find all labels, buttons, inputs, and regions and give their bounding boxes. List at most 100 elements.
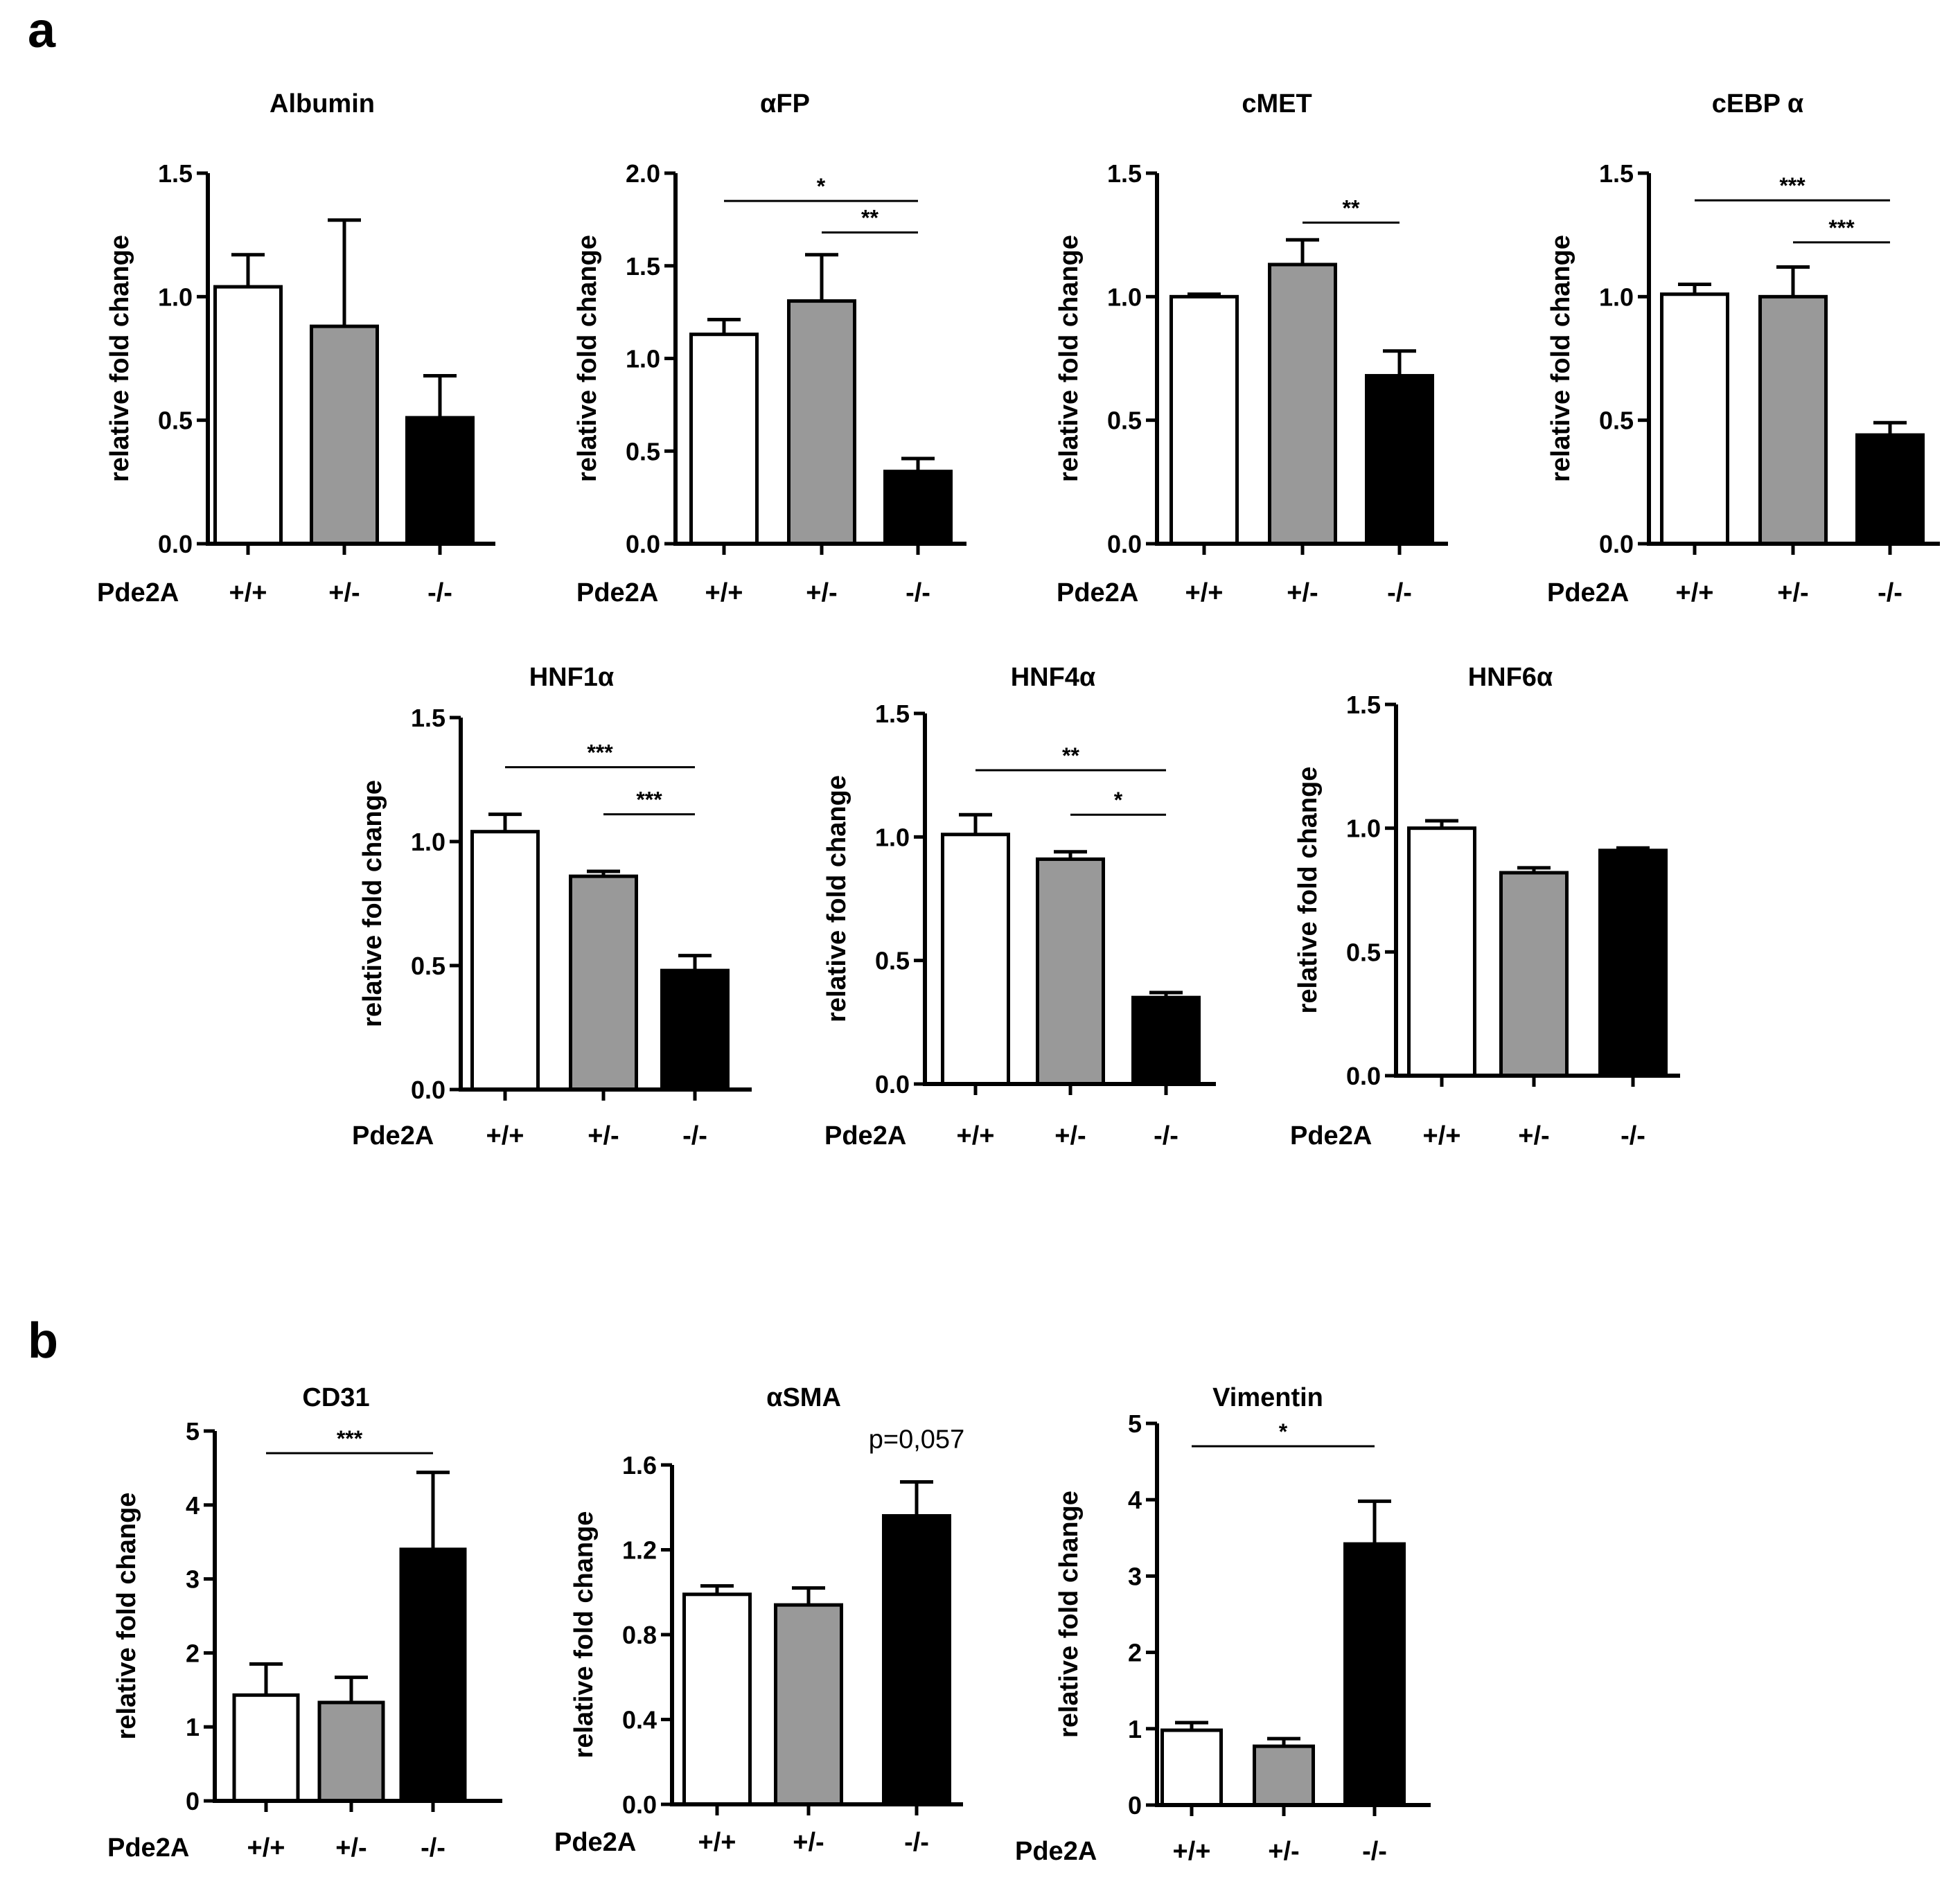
significance-label: *** [1828,215,1855,240]
category-label: +/- [1287,578,1318,607]
y-tick-label: 1.0 [411,828,445,856]
category-label: +/- [1054,1121,1086,1150]
significance-label: * [817,174,826,199]
chart-title: HNF1α [529,663,615,692]
bar-wt [1160,1728,1223,1807]
bar-het [1036,857,1105,1086]
bar-ko [405,416,475,546]
chart-hnf1: HNF1α relative fold change 0.0 0.5 1.0 1.5 +/+… [352,663,752,1150]
p-value-annotation: p=0,057 [869,1425,964,1455]
bar-wt [1407,826,1476,1078]
y-tick-label: 1.5 [411,704,445,732]
y-tick-label: 5 [1128,1410,1142,1438]
chart-fp: αFP relative fold change 0.0 0.5 1.0 1.5 2.0 +/… [573,89,966,607]
y-tick-label: 1.2 [622,1536,657,1565]
significance-label: *** [1779,173,1806,198]
bar-het [787,299,856,546]
bar-wt [1169,294,1239,546]
category-label: +/+ [229,578,267,607]
bar-het [569,874,638,1092]
category-label: -/- [427,578,452,607]
bar-wt [1660,292,1729,546]
x-axis-label: Pde2A [107,1833,189,1863]
chart-title: HNF4α [1011,663,1096,692]
chart-title: cMET [1242,89,1312,118]
y-tick-label: 0.5 [1599,407,1634,435]
bar-ko [1598,848,1668,1078]
x-axis-label: Pde2A [554,1828,636,1857]
y-axis-label: relative fold change [570,1511,599,1759]
y-tick-label: 5 [186,1417,200,1446]
bar-ko [882,1514,951,1806]
y-tick-label: 0.5 [875,947,910,975]
x-axis-label: Pde2A [1547,578,1629,607]
category-label: -/- [906,578,930,607]
category-label: -/- [1154,1121,1178,1150]
chart-hnf4: HNF4α relative fold change 0.0 0.5 1.0 1.5 +/+… [822,663,1216,1150]
y-axis-label: relative fold change [1054,1491,1084,1738]
y-tick-label: 1.0 [1599,283,1634,311]
chart-title: HNF6α [1468,663,1553,692]
chart-title: CD31 [302,1383,369,1412]
y-axis-label: relative fold change [1294,767,1323,1014]
bar-ko [660,968,730,1092]
y-axis-label: relative fold change [112,1493,141,1740]
y-tick-label: 0.0 [622,1790,657,1819]
y-tick-label: 0 [1128,1791,1142,1820]
y-tick-label: 4 [1128,1486,1142,1514]
category-label: +/+ [1423,1121,1461,1150]
category-label: +/- [328,578,360,607]
category-label: -/- [421,1833,445,1863]
x-axis-label: Pde2A [824,1121,906,1150]
y-tick-label: 3 [1128,1562,1142,1590]
bar-ko [399,1547,467,1803]
bar-het [1499,871,1569,1078]
y-tick-label: 2.0 [626,159,660,188]
chart-title: αFP [760,89,810,118]
chart-albumin: Albumin relative fold change 0.0 0.5 1.0 1.5 +… [97,89,495,607]
y-tick-label: 0.0 [411,1076,445,1104]
chart-hnf6: HNF6α relative fold change 0.0 0.5 1.0 1.5 +/+… [1290,663,1680,1150]
x-axis-label: Pde2A [1057,578,1138,607]
y-tick-label: 2 [186,1639,200,1667]
y-axis-label: relative fold change [358,780,387,1027]
significance-label: *** [587,740,613,765]
bar-wt [689,332,759,546]
x-axis-label: Pde2A [97,578,179,607]
y-tick-label: 0.5 [1346,938,1381,966]
category-label: -/- [682,1121,707,1150]
significance-label: ** [1343,195,1360,220]
category-label: +/+ [1173,1837,1211,1866]
panel-letter-a: a [28,3,56,58]
y-tick-label: 0.5 [158,407,193,435]
significance-label: ** [1062,743,1079,768]
significance-label: * [1279,1419,1288,1444]
y-tick-label: 1.6 [622,1451,657,1479]
significance-label: ** [861,206,879,231]
y-tick-label: 1.0 [875,823,910,851]
y-tick-label: 3 [186,1565,200,1594]
bar-het [1758,294,1828,546]
category-label: +/- [1268,1837,1299,1866]
category-label: +/+ [247,1833,285,1863]
category-label: -/- [1362,1837,1387,1866]
y-tick-label: 2 [1128,1639,1142,1667]
category-label: +/+ [1676,578,1714,607]
y-axis-label: relative fold change [1546,235,1575,482]
y-tick-label: 1.5 [1346,691,1381,719]
significance-label: *** [636,788,662,812]
category-label: +/- [1518,1121,1549,1150]
y-tick-label: 1.5 [875,700,910,728]
category-label: +/- [588,1121,619,1150]
y-tick-label: 0.0 [1599,530,1634,558]
category-label: +/+ [1185,578,1224,607]
y-tick-label: 0.0 [1107,530,1142,558]
y-tick-label: 0.0 [626,530,660,558]
category-label: -/- [1387,578,1412,607]
category-label: +/+ [486,1121,524,1150]
bar-het [310,324,379,546]
chart-cebp: cEBP α relative fold change 0.0 0.5 1.0 1.5 +/… [1546,89,1940,607]
y-axis-label: relative fold change [1054,235,1084,482]
y-tick-label: 1.0 [626,345,660,373]
